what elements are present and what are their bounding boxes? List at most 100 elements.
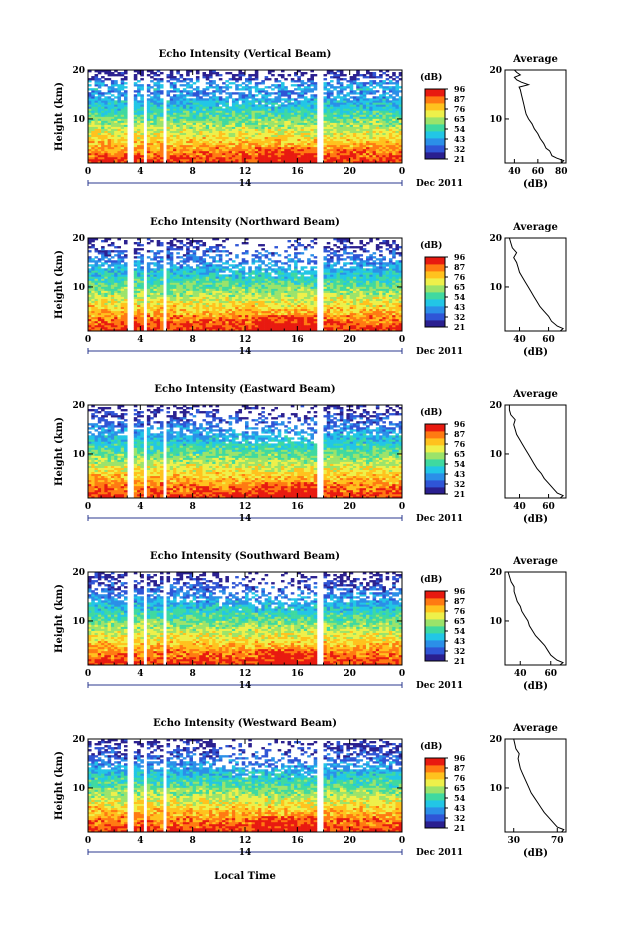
heatmap-cell <box>182 94 187 97</box>
heatmap-cell <box>182 96 187 99</box>
heatmap-cell <box>166 312 171 316</box>
heatmap-cell <box>359 154 364 158</box>
heatmap-cell <box>284 132 288 135</box>
heatmap-cell <box>101 300 105 303</box>
heatmap-cell <box>264 154 269 158</box>
heatmap-cell <box>189 160 193 164</box>
heatmap-cell <box>264 138 269 142</box>
heatmap-cell <box>153 302 157 306</box>
heatmap-cell <box>290 314 295 318</box>
heatmap-cell <box>310 106 314 109</box>
heatmap-cell <box>251 86 256 89</box>
heatmap-cell <box>107 112 112 115</box>
heatmap-cell <box>356 140 360 144</box>
heatmap-cell <box>123 124 128 127</box>
heatmap-cell <box>150 92 154 95</box>
heatmap-cell <box>359 88 364 91</box>
heatmap-cell <box>385 318 390 322</box>
heatmap-cell <box>101 84 105 87</box>
heatmap-cell <box>117 300 122 303</box>
heatmap-cell <box>326 138 331 142</box>
heatmap-cell <box>359 130 364 133</box>
heatmap-cell <box>205 322 210 326</box>
heatmap-cell <box>277 328 282 332</box>
heatmap-cell <box>117 156 122 160</box>
heatmap-cell <box>179 308 184 312</box>
heatmap-cell <box>156 104 161 107</box>
profile-x-tick-label: 60 <box>532 167 545 177</box>
heatmap-cell <box>153 118 157 121</box>
heatmap-cell <box>228 146 233 150</box>
heatmap-cell <box>366 316 370 320</box>
heatmap-cell <box>398 322 403 326</box>
heatmap-cell <box>375 82 380 85</box>
heatmap-cell <box>294 312 298 316</box>
heatmap-cell <box>280 126 285 129</box>
heatmap-cell <box>133 158 138 162</box>
heatmap-cell <box>212 96 216 99</box>
heatmap-cell <box>343 112 347 115</box>
heatmap-cell <box>156 124 161 127</box>
heatmap-cell <box>264 156 269 160</box>
heatmap-cell <box>248 150 252 154</box>
heatmap-cell <box>195 96 200 99</box>
heatmap-cell <box>313 128 318 131</box>
heatmap-cell <box>238 140 243 144</box>
heatmap-cell <box>261 324 265 328</box>
heatmap-cell <box>137 118 141 121</box>
heatmap-cell <box>225 120 229 123</box>
heatmap-cell <box>388 132 393 135</box>
heatmap-cell <box>303 128 308 131</box>
heatmap-cell <box>159 326 164 330</box>
heatmap-cell <box>215 124 220 127</box>
heatmap-cell <box>205 132 210 135</box>
heatmap-cell <box>179 124 184 127</box>
profile-frame <box>504 69 567 164</box>
heatmap-cell <box>176 136 180 140</box>
heatmap-cell <box>202 312 207 316</box>
heatmap-cell <box>323 128 328 131</box>
heatmap-cell <box>372 158 377 162</box>
heatmap-cell <box>280 92 285 95</box>
heatmap-cell <box>195 152 200 156</box>
heatmap-cell <box>297 328 301 332</box>
heatmap-cell <box>114 104 118 107</box>
heatmap-cell <box>159 108 164 111</box>
heatmap-cell <box>120 158 125 162</box>
heatmap-cell <box>271 102 275 105</box>
heatmap-cell <box>209 308 213 312</box>
heatmap-cell <box>294 110 298 113</box>
heatmap-cell <box>251 326 256 330</box>
heatmap-cell <box>326 92 331 95</box>
heatmap-cell <box>146 134 151 138</box>
heatmap-cell <box>133 70 138 73</box>
heatmap-cell <box>199 302 203 306</box>
heatmap-cell <box>277 140 282 144</box>
heatmap-cell <box>366 76 370 79</box>
heatmap-cell <box>280 328 285 332</box>
heatmap-cell <box>123 100 128 103</box>
heatmap-cell <box>88 88 92 91</box>
heatmap-cell <box>133 106 138 109</box>
heatmap-cell <box>336 146 341 150</box>
heatmap-cell <box>385 134 390 138</box>
heatmap-cell <box>284 146 288 150</box>
heatmap-cell <box>212 152 216 156</box>
heatmap-cell <box>241 74 246 77</box>
heatmap-cell <box>225 326 229 330</box>
heatmap-cell <box>179 160 184 164</box>
heatmap-cell <box>258 132 262 135</box>
heatmap-cell <box>209 312 213 316</box>
heatmap-cell <box>146 120 151 123</box>
heatmap-cell <box>173 144 177 148</box>
heatmap-cell <box>173 126 177 129</box>
heatmap-cell <box>101 318 105 322</box>
heatmap-cell <box>343 304 347 308</box>
colorbar-swatch <box>425 131 445 139</box>
heatmap-cell <box>238 92 243 95</box>
heatmap-cell <box>326 316 331 320</box>
heatmap-cell <box>186 112 190 115</box>
heatmap-cell <box>101 136 105 140</box>
heatmap-cell <box>225 86 229 89</box>
heatmap-cell <box>284 138 288 142</box>
